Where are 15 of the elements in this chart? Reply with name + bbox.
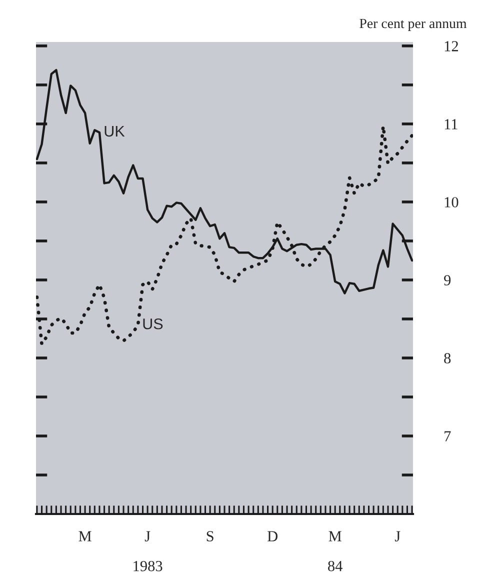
x-tick-label: J — [394, 531, 400, 542]
y-tick-label: 9 — [444, 275, 451, 286]
category-label: J 1983 — [134, 531, 162, 572]
category-label: M 84 — [328, 531, 342, 572]
series-label: UK — [104, 126, 125, 137]
x-tick-label: S — [206, 531, 214, 542]
y-tick-label: 7 — [444, 431, 451, 442]
y-tick-label: 11 — [444, 119, 458, 130]
series-label: US — [143, 318, 163, 330]
y-tick-label: 8 — [444, 353, 451, 364]
x-tick-label: D — [268, 531, 278, 542]
x-tick-label: M — [78, 531, 92, 542]
y-tick-label: 12 — [444, 41, 458, 52]
y-tick-label: 10 — [444, 197, 458, 208]
y-axis-title: Per cent per annum — [360, 18, 467, 31]
